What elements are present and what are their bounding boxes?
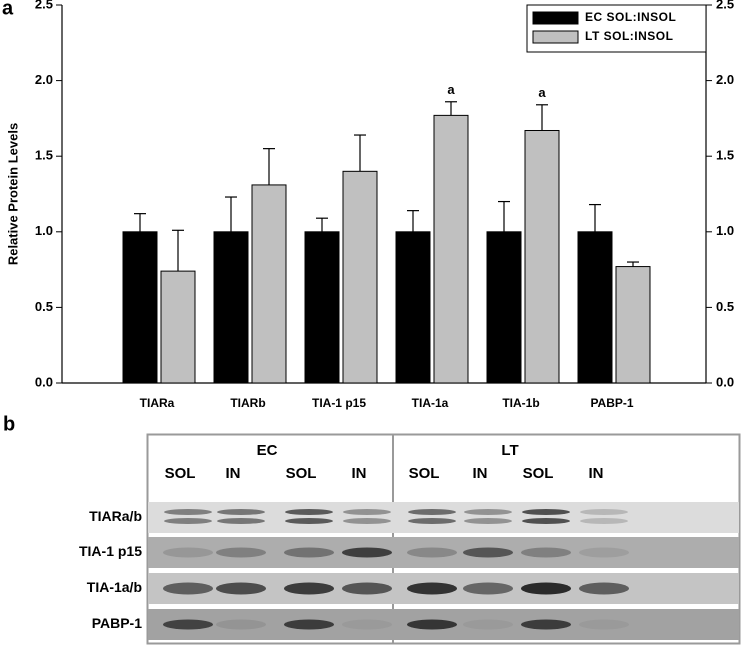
band [284, 619, 334, 630]
row-label: TIA-1 p15 [79, 543, 142, 559]
lane-label: SOL [165, 465, 196, 482]
band [343, 509, 391, 515]
y-tick-label: 1.5 [35, 148, 53, 163]
band [408, 518, 456, 524]
lane-label: SOL [286, 465, 317, 482]
y-tick-label: 0.0 [35, 374, 53, 389]
band [342, 547, 392, 558]
lane-label: SOL [409, 465, 440, 482]
lane-label: IN [473, 465, 488, 482]
band [285, 509, 333, 515]
y-tick-label-right: 0.0 [716, 374, 734, 389]
lane-label: IN [589, 465, 604, 482]
band [463, 582, 513, 595]
bar [524, 129, 560, 384]
band [342, 619, 392, 630]
band [407, 547, 457, 558]
legend-swatch [532, 11, 579, 25]
row-label: TIA-1a/b [87, 579, 142, 595]
y-tick-label: 2.5 [35, 0, 53, 11]
band [464, 518, 512, 524]
x-tick-label: TIA-1 p15 [312, 396, 366, 410]
band [216, 619, 266, 630]
band [521, 547, 571, 558]
group-label: EC [257, 442, 278, 459]
legend-label: LT SOL:INSOL [585, 29, 673, 43]
band [285, 518, 333, 524]
row-label: PABP-1 [92, 615, 143, 631]
y-tick-label: 0.5 [35, 299, 53, 314]
x-tick-label: TIA-1b [502, 396, 539, 410]
blot-strip [148, 537, 739, 568]
y-tick-label-right: 2.5 [716, 0, 734, 11]
panel-label: a [2, 0, 14, 19]
band [217, 518, 265, 524]
bar [395, 231, 431, 384]
bar [251, 184, 287, 384]
band [163, 619, 213, 630]
band [164, 509, 212, 515]
band [216, 582, 266, 595]
y-tick-label-right: 0.5 [716, 299, 734, 314]
band [579, 619, 629, 630]
lane-label: IN [226, 465, 241, 482]
band [522, 509, 570, 515]
y-tick-label: 2.0 [35, 72, 53, 87]
panel-label: b [3, 413, 15, 435]
band [579, 547, 629, 558]
bar [213, 231, 249, 384]
bar [342, 170, 378, 384]
band [343, 518, 391, 524]
band [463, 619, 513, 630]
x-tick-label: PABP-1 [590, 396, 633, 410]
band [216, 547, 266, 558]
band [407, 619, 457, 630]
band [342, 582, 392, 595]
bar [433, 114, 469, 384]
x-tick-label: TIARa [140, 396, 175, 410]
band [522, 518, 570, 524]
band [163, 582, 213, 595]
bar [615, 266, 651, 384]
annotation: a [447, 82, 455, 97]
band [408, 509, 456, 515]
y-tick-label-right: 1.5 [716, 148, 734, 163]
band [580, 509, 628, 515]
y-tick-label: 1.0 [35, 223, 53, 238]
y-axis-title: Relative Protein Levels [5, 123, 20, 265]
bar [160, 270, 196, 384]
legend-swatch [532, 30, 579, 44]
band [580, 518, 628, 524]
band [284, 582, 334, 595]
legend-label: EC SOL:INSOL [585, 10, 676, 24]
band [163, 547, 213, 558]
bar [122, 231, 158, 384]
band [521, 582, 571, 595]
bar [486, 231, 522, 384]
annotation: a [538, 85, 546, 100]
lane-label: SOL [523, 465, 554, 482]
row-label: TIARa/b [89, 508, 142, 524]
x-tick-label: TIARb [230, 396, 265, 410]
band [284, 547, 334, 558]
blot-strip [148, 502, 739, 533]
lane-label: IN [352, 465, 367, 482]
band [521, 619, 571, 630]
band [464, 509, 512, 515]
y-tick-label-right: 1.0 [716, 223, 734, 238]
band [407, 582, 457, 595]
group-label: LT [501, 442, 518, 459]
band [164, 518, 212, 524]
bar [577, 231, 613, 384]
band [579, 582, 629, 595]
blot-panel: b EC LT SOL IN SOL IN SOL IN SOL IN TIARa/b TIA-1 p… [3, 413, 741, 645]
y-tick-label-right: 2.0 [716, 72, 734, 87]
band [217, 509, 265, 515]
x-tick-label: TIA-1a [412, 396, 449, 410]
bar [304, 231, 340, 384]
band [463, 547, 513, 558]
